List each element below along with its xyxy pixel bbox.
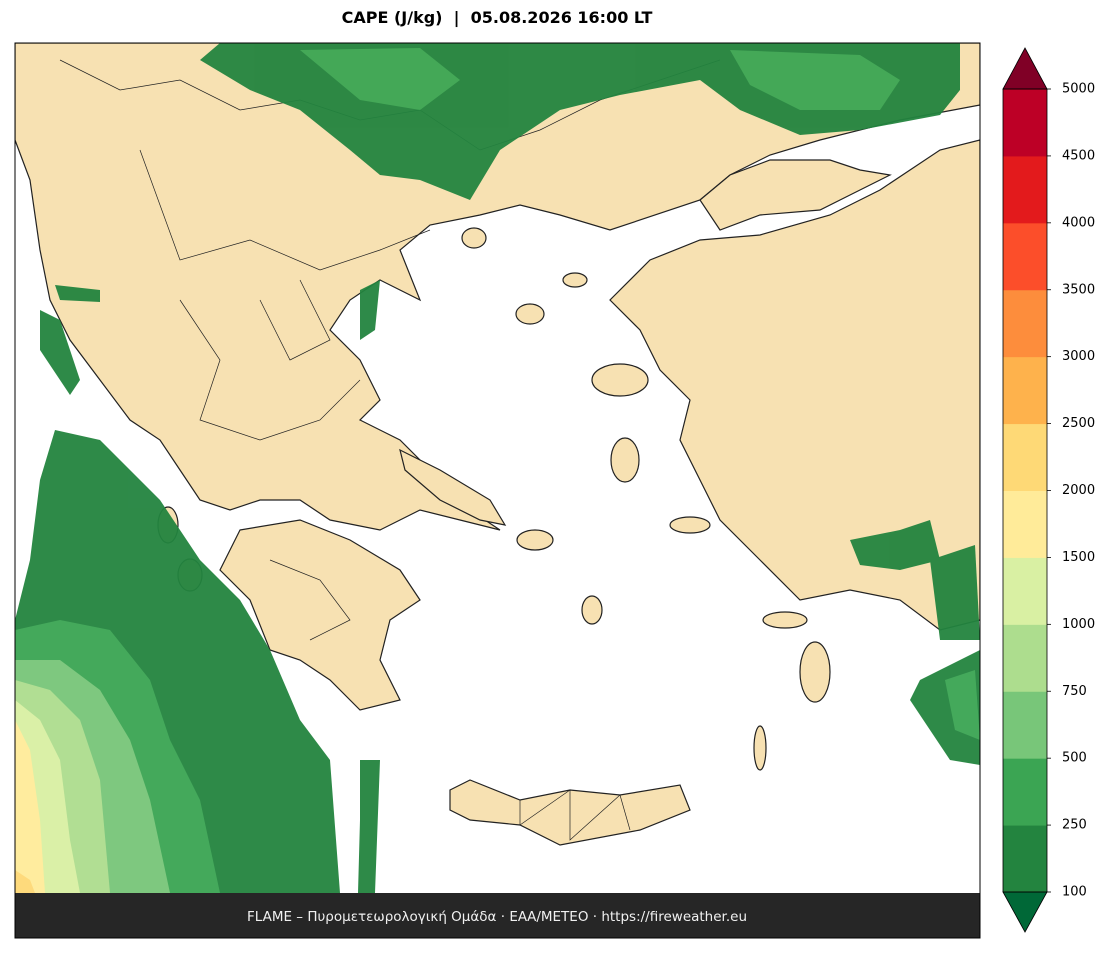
colorbar-under <box>1002 891 1048 933</box>
colorbar-tick-label: 500 <box>1062 751 1087 766</box>
colorbar-bin <box>1003 490 1047 558</box>
island <box>799 641 831 703</box>
colorbar-bin <box>1003 758 1047 826</box>
colorbar-bin <box>1003 356 1047 425</box>
island <box>581 595 603 625</box>
colorbar-tick-label: 2000 <box>1062 483 1095 498</box>
turkey <box>609 139 980 631</box>
colorbar-bin <box>1003 557 1047 625</box>
colorbar-tick-label: 4000 <box>1062 215 1095 230</box>
island <box>610 437 640 483</box>
map-title: CAPE (J/kg) | 05.08.2026 16:00 LT <box>342 8 653 28</box>
island <box>762 611 808 629</box>
island <box>461 227 487 249</box>
colorbar-bin <box>1003 289 1047 358</box>
border <box>259 279 331 361</box>
map: FLAME – Πυρομετεωρολογική Ομάδα · ΕΑΑ/ME… <box>15 43 980 938</box>
cape-field <box>15 43 980 893</box>
island <box>669 516 711 534</box>
thrace <box>699 159 892 231</box>
euboea <box>399 448 507 526</box>
colorbar-tick-label: 2500 <box>1062 416 1095 431</box>
colorbar-tick-label: 1500 <box>1062 550 1095 565</box>
island <box>753 725 767 771</box>
colorbar-tick-label: 250 <box>1062 818 1087 833</box>
peloponnese <box>219 519 421 711</box>
colorbar-tick-label: 3000 <box>1062 349 1095 364</box>
colorbar-tick-label: 3500 <box>1062 282 1095 297</box>
map-frame <box>14 42 981 939</box>
footer-text: FLAME – Πυρομετεωρολογική Ομάδα · ΕΑΑ/ME… <box>247 909 747 925</box>
colorbar: 100 250 500 750 1000 1500 2000 2500 3000 3500 4000… <box>1002 47 1095 933</box>
island <box>591 363 649 397</box>
colorbar-bin <box>1003 825 1047 893</box>
island <box>562 272 588 288</box>
colorbar-bin <box>1003 423 1047 491</box>
border <box>139 149 431 271</box>
border <box>519 789 631 841</box>
colorbar-bin <box>1003 155 1047 224</box>
colorbar-over <box>1002 47 1048 90</box>
island <box>516 529 554 551</box>
colorbar-bin <box>1003 624 1047 692</box>
border <box>179 299 361 441</box>
colorbar-bin <box>1003 89 1047 157</box>
island <box>515 303 545 325</box>
colorbar-tick-label: 5000 <box>1062 82 1095 97</box>
colorbar-tick-label: 1000 <box>1062 617 1095 632</box>
colorbar-tick-label: 750 <box>1062 684 1087 699</box>
colorbar-bin <box>1003 691 1047 759</box>
colorbar-tick-label: 100 <box>1062 885 1087 900</box>
colorbar-tick-label: 4500 <box>1062 148 1095 163</box>
colorbar-bin <box>1003 222 1047 291</box>
footer-bar <box>15 893 980 938</box>
border <box>269 559 351 641</box>
